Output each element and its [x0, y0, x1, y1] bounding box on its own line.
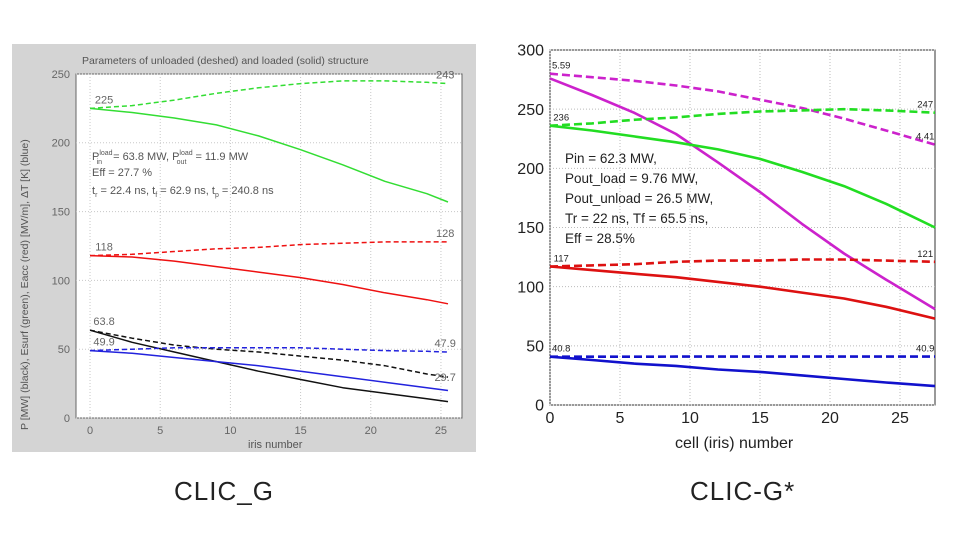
- data-label: 225: [95, 94, 113, 106]
- data-label: 40.9: [916, 344, 935, 355]
- chart-title: Parameters of unloaded (deshed) and load…: [82, 55, 369, 67]
- y-tick-label: 50: [58, 344, 70, 356]
- annotation-line-2: Eff = 27.7 %: [92, 167, 152, 179]
- data-label: 47.9: [434, 338, 455, 350]
- series-line-esurf-loaded: [89, 107, 449, 203]
- annotation-line-4: Tr = 22 ns, Tf = 65.5 ns,: [565, 211, 708, 226]
- series-line-green-unloaded: [549, 107, 936, 127]
- y-tick-label: 50: [526, 338, 544, 355]
- data-label: 117: [554, 254, 569, 265]
- x-tick-label: 10: [224, 425, 236, 437]
- series-line--t-loaded: [89, 349, 449, 392]
- data-label: 247: [917, 100, 933, 111]
- data-label: 236: [553, 113, 569, 124]
- series-line-red-loaded: [549, 265, 936, 320]
- series-line-magenta-loaded: [549, 77, 936, 311]
- x-tick-label: 0: [546, 410, 555, 427]
- annotation-line-3: tr = 22.4 ns, tf = 62.9 ns, tp = 240.8 n…: [92, 185, 274, 199]
- x-tick-label: 10: [681, 410, 699, 427]
- series-line-p-loaded: [89, 329, 449, 403]
- data-label: 118: [95, 242, 113, 254]
- series-line-blue-loaded: [549, 355, 936, 388]
- y-axis-label: P [MW] (black), Esurf (green), Eacc (red…: [19, 139, 31, 430]
- x-tick-label: 20: [821, 410, 839, 427]
- series-line-magenta-unloaded: [549, 72, 936, 146]
- clic-g-chart-panel: 0 5 10 15 20 25 0 50 100 150 200 250 225 243 118 128 63…: [12, 44, 476, 452]
- data-label: 40.8: [552, 344, 571, 355]
- annotation-box: Pin = 62.3 MW, Pout_load = 9.76 MW, Pout…: [565, 151, 713, 246]
- data-label: 29.7: [434, 372, 455, 384]
- annotation-line-1: Pin = 62.3 MW,: [565, 151, 657, 166]
- x-tick-label: 0: [87, 425, 93, 437]
- y-tick-label: 150: [52, 206, 70, 218]
- data-label: 49.9: [93, 337, 114, 349]
- y-tick-label: 200: [517, 161, 544, 178]
- data-label: 243: [436, 70, 454, 82]
- series-line-green-loaded: [549, 124, 936, 229]
- y-tick-label: 150: [517, 220, 544, 237]
- data-label: 4.41: [916, 132, 935, 143]
- data-label: 63.8: [93, 316, 114, 328]
- data-label: 121: [917, 249, 933, 260]
- y-tick-label: 100: [517, 279, 544, 296]
- annotation-line-3: Pout_unload = 26.5 MW,: [565, 191, 713, 206]
- x-tick-label: 15: [294, 425, 306, 437]
- x-tick-label: 5: [616, 410, 625, 427]
- x-axis-label: cell (iris) number: [675, 435, 794, 452]
- x-tick-label: 20: [365, 425, 377, 437]
- y-tick-label: 200: [52, 138, 70, 150]
- x-axis-label: iris number: [248, 439, 303, 451]
- series-line-p-unloaded: [89, 329, 449, 378]
- y-tick-label: 300: [517, 43, 544, 60]
- x-tick-label: 25: [435, 425, 447, 437]
- x-tick-label: 15: [751, 410, 769, 427]
- data-label: 128: [436, 228, 454, 240]
- x-tick-label: 5: [157, 425, 163, 437]
- annotation-line-1: Pload in = 63.8 MW, Pload out = 11.9 MW: [92, 150, 249, 166]
- caption-clic-g: CLIC_G: [174, 476, 274, 506]
- annotation-line-2: Pout_load = 9.76 MW,: [565, 171, 698, 186]
- y-tick-label: 250: [52, 69, 70, 81]
- series-line-red-unloaded: [549, 258, 936, 268]
- y-tick-label: 0: [64, 413, 70, 425]
- series-line-eacc-unloaded: [89, 241, 448, 257]
- caption-clic-g-star: CLIC-G*: [690, 476, 796, 506]
- y-tick-label: 250: [517, 102, 544, 119]
- annotation-box: Pload in = 63.8 MW, Pload out = 11.9 MW Ef…: [92, 150, 274, 199]
- y-tick-label: 100: [52, 275, 70, 287]
- data-label: 5.59: [552, 61, 571, 72]
- y-tick-label: 0: [535, 398, 544, 415]
- series-line-eacc-loaded: [89, 254, 449, 305]
- series-line--t-unloaded: [89, 347, 449, 353]
- x-tick-label: 25: [891, 410, 909, 427]
- annotation-line-5: Eff = 28.5%: [565, 231, 635, 246]
